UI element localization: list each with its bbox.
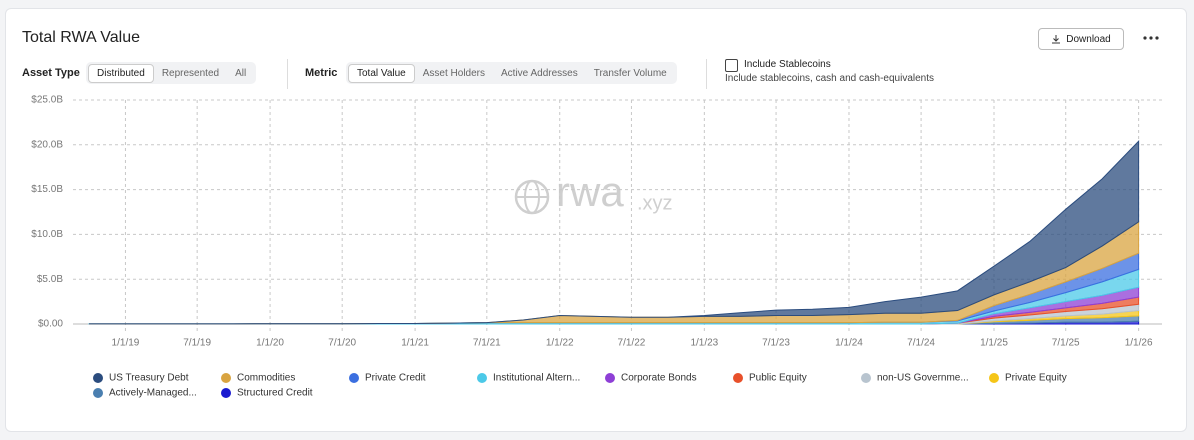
x-tick-label: 7/1/22	[618, 338, 646, 349]
legend-swatch	[605, 373, 615, 383]
legend-label: Actively-Managed...	[109, 388, 197, 399]
tab[interactable]: Represented	[161, 67, 220, 79]
legend-swatch	[221, 388, 231, 398]
legend-swatch	[477, 373, 487, 383]
legend-swatch	[93, 373, 103, 383]
legend-swatch	[221, 373, 231, 383]
download-button[interactable]: Download	[1038, 28, 1124, 50]
x-tick-label: 1/1/25	[980, 338, 1008, 349]
legend-label: Public Equity	[749, 373, 807, 384]
x-tick-label: 7/1/25	[1052, 338, 1080, 349]
legend-label: Structured Credit	[237, 388, 313, 399]
asset-type-tabs: Distributed Represented All	[86, 62, 257, 84]
stablecoins-note: Include stablecoins, cash and cash-equiv…	[725, 73, 935, 84]
y-tick-label: $10.0B	[31, 229, 63, 240]
x-tick-label: 1/1/21	[401, 338, 429, 349]
legend-swatch	[989, 373, 999, 383]
legend-swatch	[861, 373, 871, 383]
y-tick-label: $5.0B	[37, 274, 63, 285]
divider	[706, 59, 707, 89]
tab[interactable]: Distributed	[88, 63, 154, 83]
x-tick-label: 7/1/19	[183, 338, 211, 349]
y-tick-label: $15.0B	[31, 184, 63, 195]
watermark: rwa .xyz	[514, 168, 673, 215]
legend-swatch	[733, 373, 743, 383]
x-tick-label: 1/1/19	[112, 338, 140, 349]
stablecoins-label: Include Stablecoins	[744, 59, 831, 70]
y-tick-label: $25.0B	[31, 95, 63, 106]
download-label: Download	[1066, 33, 1111, 45]
x-tick-label: 1/1/26	[1125, 338, 1153, 349]
y-tick-label: $20.0B	[31, 139, 63, 150]
metric-label: Metric	[305, 67, 338, 79]
tab[interactable]: Active Addresses	[501, 67, 578, 79]
legend-label: Private Equity	[1005, 373, 1067, 384]
watermark-suffix: .xyz	[637, 192, 673, 214]
area	[89, 220, 1140, 325]
x-tick-label: 7/1/24	[907, 338, 935, 349]
x-tick-label: 7/1/23	[762, 338, 790, 349]
metric-tabs: Total Value Asset Holders Active Addresses…	[346, 62, 677, 84]
legend-label: Private Credit	[365, 373, 426, 384]
area	[89, 139, 1140, 325]
x-tick-label: 1/1/22	[546, 338, 574, 349]
x-tick-label: 7/1/21	[473, 338, 501, 349]
x-tick-label: 1/1/24	[835, 338, 863, 349]
y-tick-label: $0.00	[38, 319, 63, 330]
legend-swatch	[93, 388, 103, 398]
tab[interactable]: All	[235, 67, 247, 79]
legend-label: Institutional Altern...	[493, 373, 580, 384]
tab[interactable]: Total Value	[348, 63, 415, 83]
title: Total RWA Value	[22, 29, 140, 46]
legend-label: non-US Governme...	[877, 373, 969, 384]
x-tick-label: 1/1/20	[256, 338, 284, 349]
divider	[287, 59, 288, 89]
stablecoins-checkbox[interactable]	[725, 59, 738, 72]
watermark-brand: rwa	[556, 168, 624, 215]
legend: US Treasury Debt Commodities Private Credi…	[93, 373, 1067, 399]
card: Total RWA Value Download Asset Type Dist…	[5, 8, 1187, 432]
legend-label: Corporate Bonds	[621, 373, 697, 384]
asset-type-label: Asset Type	[22, 67, 80, 79]
tab[interactable]: Asset Holders	[422, 67, 485, 79]
legend-swatch	[349, 373, 359, 383]
x-tick-label: 1/1/23	[690, 338, 718, 349]
more-menu[interactable]	[1142, 35, 1160, 41]
legend-label: US Treasury Debt	[109, 373, 189, 384]
download-icon	[1052, 35, 1061, 44]
x-tick-label: 7/1/20	[328, 338, 356, 349]
legend-label: Commodities	[237, 373, 295, 384]
tab[interactable]: Transfer Volume	[593, 67, 667, 79]
